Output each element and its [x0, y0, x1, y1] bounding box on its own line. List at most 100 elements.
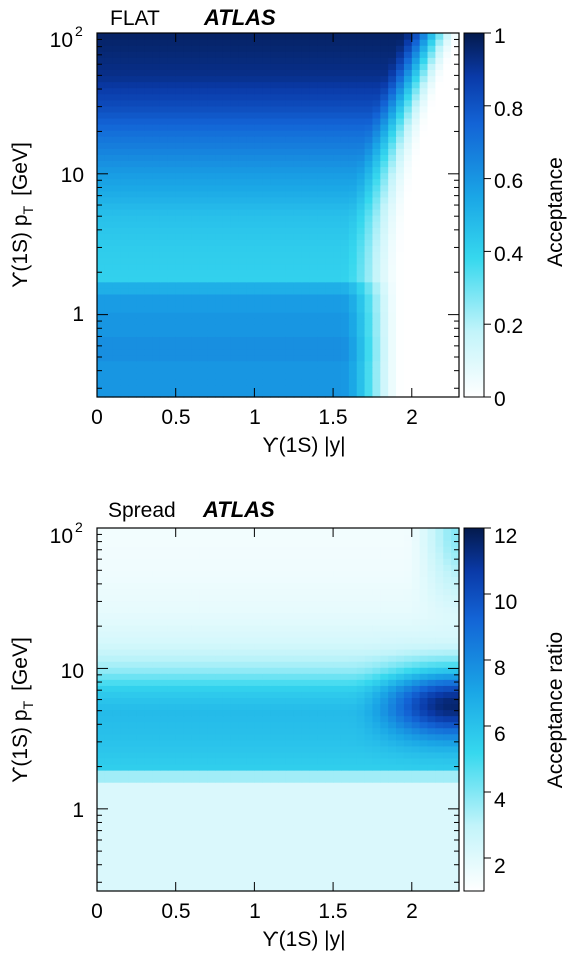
- heatmap-cell: [317, 649, 326, 656]
- heatmap-cell: [443, 233, 452, 240]
- heatmap-cell: [340, 800, 350, 807]
- heatmap-cell: [293, 263, 303, 271]
- heatmap-cell: [128, 727, 137, 735]
- heatmap-cell: [222, 324, 232, 331]
- heatmap-cell: [309, 190, 318, 198]
- heatmap-cell: [411, 306, 421, 313]
- heatmap-cell: [159, 884, 169, 892]
- heatmap-cell: [199, 715, 208, 723]
- heatmap-cell: [215, 51, 224, 58]
- heatmap-cell: [159, 788, 169, 795]
- heatmap-cell: [120, 221, 130, 228]
- heatmap-cell: [128, 818, 137, 826]
- heatmap-cell: [136, 160, 145, 168]
- heatmap-cell: [403, 721, 413, 729]
- heatmap-cell: [97, 715, 106, 723]
- heatmap-cell: [246, 81, 255, 89]
- heatmap-cell: [238, 342, 248, 350]
- heatmap-cell: [238, 221, 248, 228]
- heatmap-cell: [309, 202, 318, 210]
- heatmap-cell: [191, 336, 200, 343]
- heatmap-cell: [246, 287, 255, 295]
- heatmap-cell: [222, 860, 232, 868]
- heatmap-cell: [411, 33, 421, 40]
- heatmap-cell: [333, 154, 342, 161]
- heatmap-cell: [159, 390, 169, 398]
- heatmap-cell: [159, 166, 169, 174]
- heatmap-cell: [112, 636, 122, 644]
- heatmap-cell: [199, 866, 208, 874]
- heatmap-cell: [293, 709, 303, 717]
- heatmap-cell: [199, 57, 208, 64]
- heatmap-cell: [396, 160, 405, 168]
- heatmap-cell: [152, 384, 161, 392]
- heatmap-cell: [285, 703, 295, 711]
- heatmap-cell: [152, 93, 161, 101]
- heatmap-cell: [443, 275, 452, 283]
- heatmap-cell: [159, 105, 169, 113]
- heatmap-cell: [262, 227, 271, 234]
- heatmap-cell: [285, 81, 295, 89]
- heatmap-cell: [435, 848, 444, 856]
- heatmap-cell: [388, 709, 397, 717]
- heatmap-cell: [364, 800, 374, 807]
- heatmap-cell: [396, 33, 405, 40]
- heatmap-cell: [104, 739, 114, 747]
- heatmap-cell: [136, 51, 145, 58]
- heatmap-cell: [348, 293, 358, 301]
- heatmap-cell: [152, 178, 161, 186]
- heatmap-cell: [215, 667, 224, 674]
- heatmap-cell: [215, 178, 224, 186]
- heatmap-cell: [419, 87, 429, 95]
- heatmap-cell: [278, 306, 287, 313]
- heatmap-cell: [293, 830, 303, 838]
- heatmap-cell: [419, 330, 429, 337]
- heatmap-cell: [230, 166, 240, 174]
- heatmap-cell: [380, 51, 389, 58]
- heatmap-cell: [104, 117, 114, 125]
- heatmap-cell: [152, 318, 161, 325]
- heatmap-cell: [278, 788, 287, 795]
- heatmap-cell: [451, 872, 460, 880]
- heatmap-cell: [396, 87, 405, 95]
- heatmap-cell: [340, 763, 350, 771]
- heatmap-cell: [309, 691, 318, 698]
- heatmap-cell: [120, 745, 130, 753]
- heatmap-cell: [380, 624, 389, 632]
- heatmap-cell: [144, 154, 153, 161]
- heatmap-cell: [207, 39, 216, 46]
- heatmap-cell: [309, 245, 318, 252]
- heatmap-cell: [333, 69, 342, 77]
- heatmap-cell: [230, 860, 240, 868]
- heatmap-cell: [254, 630, 263, 638]
- heatmap-cell: [317, 679, 326, 686]
- heatmap-cell: [380, 721, 389, 729]
- heatmap-cell: [191, 378, 200, 386]
- heatmap-cell: [254, 111, 263, 119]
- heatmap-cell: [309, 612, 318, 620]
- heatmap-cell: [254, 233, 263, 240]
- heatmap-cell: [104, 239, 114, 246]
- heatmap-cell: [112, 390, 122, 398]
- heatmap-cell: [309, 733, 318, 741]
- heatmap-cell: [270, 776, 279, 783]
- heatmap-cell: [396, 172, 405, 180]
- heatmap-cell: [403, 215, 413, 222]
- heatmap-cell: [112, 606, 122, 614]
- top-colorbar-ticks: [484, 32, 491, 398]
- heatmap-cell: [215, 117, 224, 125]
- heatmap-cell: [207, 263, 216, 271]
- heatmap-cell: [325, 318, 334, 325]
- heatmap-cell: [340, 160, 350, 168]
- heatmap-cell: [120, 348, 130, 356]
- heatmap-cell: [333, 384, 342, 392]
- heatmap-cell: [152, 630, 161, 638]
- heatmap-cell: [120, 770, 130, 777]
- heatmap-cell: [270, 757, 279, 765]
- heatmap-cell: [380, 709, 389, 717]
- heatmap-cell: [317, 745, 326, 753]
- heatmap-cell: [380, 806, 389, 813]
- heatmap-cell: [222, 884, 232, 892]
- heatmap-cell: [238, 685, 248, 692]
- heatmap-cell: [112, 251, 122, 259]
